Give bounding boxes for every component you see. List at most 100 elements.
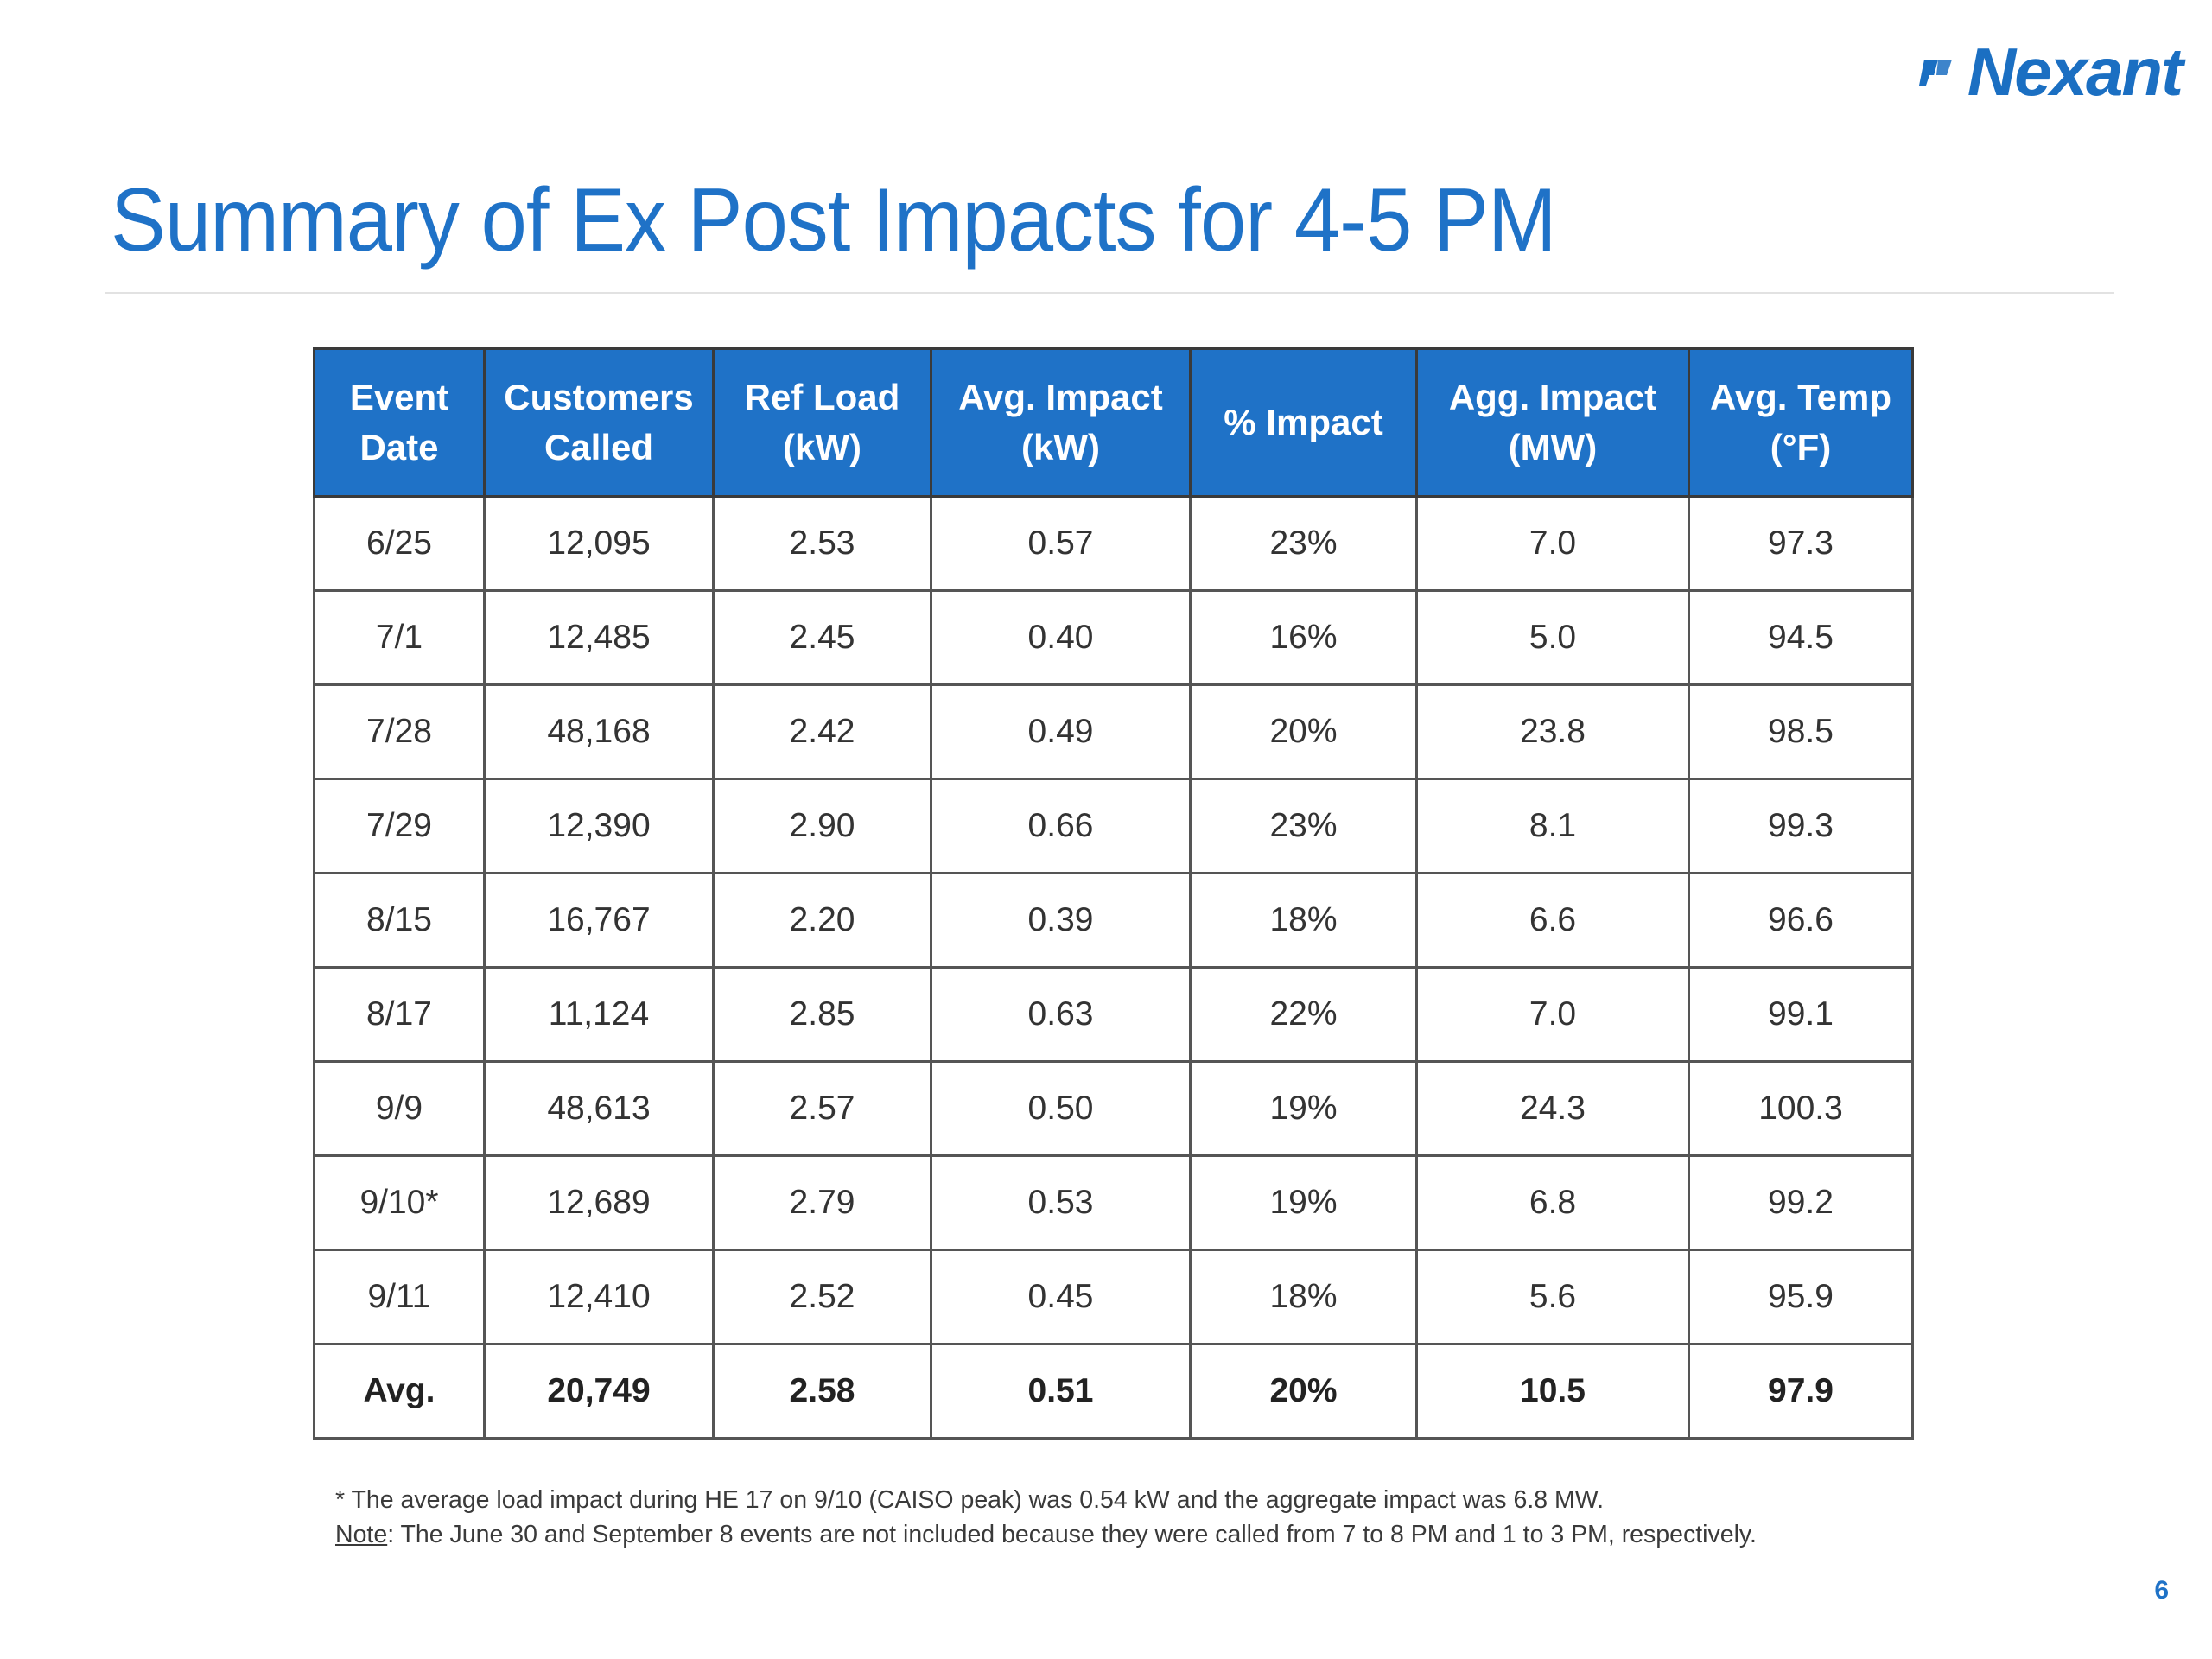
- table-cell: 2.52: [712, 1249, 932, 1345]
- table-cell: 9/9: [313, 1060, 486, 1157]
- table-cell: 19%: [1189, 1154, 1418, 1251]
- column-header: Avg. Impact (kW): [930, 347, 1192, 498]
- table-cell: 9/10*: [313, 1154, 486, 1251]
- table-header: Event Date Customers Called Ref Load (kW) Avg.…: [313, 347, 1914, 498]
- table-cell: 0.66: [930, 778, 1192, 874]
- table-cell: 6/25: [313, 495, 486, 592]
- table-cell: 2.79: [712, 1154, 932, 1251]
- table-cell: 0.39: [930, 872, 1192, 969]
- table-cell: 24.3: [1415, 1060, 1690, 1157]
- table-cell: 5.0: [1415, 589, 1690, 686]
- table-cell: 19%: [1189, 1060, 1418, 1157]
- table-cell: 97.3: [1688, 495, 1914, 592]
- nexant-mark-icon: [1918, 59, 1952, 86]
- summary-row: Avg. 20,749 2.58 0.51 20% 10.5 97.9: [313, 1343, 1914, 1440]
- column-header-line: % Impact: [1224, 402, 1383, 442]
- table-cell: 0.53: [930, 1154, 1192, 1251]
- column-header-line: Called: [543, 427, 654, 467]
- table-cell: 0.63: [930, 966, 1192, 1063]
- summary-cell: 2.58: [712, 1343, 932, 1440]
- table-cell: 99.2: [1688, 1154, 1914, 1251]
- table-cell: 9/11: [313, 1249, 486, 1345]
- impacts-table: Event Date Customers Called Ref Load (kW) Avg.…: [313, 347, 1914, 1440]
- table-cell: 48,168: [483, 683, 715, 780]
- note-label: Note: [335, 1521, 388, 1548]
- table-cell: 2.90: [712, 778, 932, 874]
- table-cell: 2.53: [712, 495, 932, 592]
- table-cell: 2.45: [712, 589, 932, 686]
- table-cell: 20%: [1189, 683, 1418, 780]
- header-row: Event Date Customers Called Ref Load (kW) Avg.…: [313, 347, 1914, 498]
- table-cell: 2.20: [712, 872, 932, 969]
- table-cell: 18%: [1189, 1249, 1418, 1345]
- summary-cell: 10.5: [1415, 1343, 1690, 1440]
- table-row: 7/29 12,390 2.90 0.66 23% 8.1 99.3: [313, 778, 1914, 874]
- column-header: % Impact: [1189, 347, 1418, 498]
- table-cell: 94.5: [1688, 589, 1914, 686]
- footnotes: * The average load impact during HE 17 o…: [335, 1483, 1757, 1552]
- nexant-logo: Nexant: [1912, 33, 2183, 111]
- table-cell: 7.0: [1415, 966, 1690, 1063]
- column-header-line: Agg. Impact: [1448, 377, 1657, 417]
- column-header-line: Avg. Impact: [958, 377, 1163, 417]
- table-cell: 7/29: [313, 778, 486, 874]
- table-cell: 8.1: [1415, 778, 1690, 874]
- table-row: 9/11 12,410 2.52 0.45 18% 5.6 95.9: [313, 1249, 1914, 1345]
- table-row: 8/15 16,767 2.20 0.39 18% 6.6 96.6: [313, 872, 1914, 969]
- table-cell: 12,390: [483, 778, 715, 874]
- table-cell: 7/1: [313, 589, 486, 686]
- table-cell: 12,095: [483, 495, 715, 592]
- table-cell: 100.3: [1688, 1060, 1914, 1157]
- note-text: : The June 30 and September 8 events are…: [387, 1521, 1757, 1548]
- table-cell: 8/15: [313, 872, 486, 969]
- column-header: Ref Load (kW): [712, 347, 932, 498]
- table-cell: 2.57: [712, 1060, 932, 1157]
- table-cell: 6.6: [1415, 872, 1690, 969]
- column-header-line: (°F): [1770, 427, 1832, 467]
- footnote-asterisk: * The average load impact during HE 17 o…: [335, 1486, 1605, 1514]
- table-cell: 5.6: [1415, 1249, 1690, 1345]
- logo-wordmark: Nexant: [1967, 34, 2183, 110]
- table-cell: 6.8: [1415, 1154, 1690, 1251]
- table-row: 8/17 11,124 2.85 0.63 22% 7.0 99.1: [313, 966, 1914, 1063]
- table-cell: 96.6: [1688, 872, 1914, 969]
- table-cell: 98.5: [1688, 683, 1914, 780]
- footnote-note: Note: The June 30 and September 8 events…: [335, 1517, 1757, 1552]
- column-header-line: (MW): [1508, 427, 1598, 467]
- table-cell: 18%: [1189, 872, 1418, 969]
- table-cell: 0.40: [930, 589, 1192, 686]
- summary-cell: 20,749: [483, 1343, 715, 1440]
- summary-cell: 97.9: [1688, 1343, 1914, 1440]
- column-header: Avg. Temp (°F): [1688, 347, 1914, 498]
- table-row: 7/28 48,168 2.42 0.49 20% 23.8 98.5: [313, 683, 1914, 780]
- table-body: 6/25 12,095 2.53 0.57 23% 7.0 97.3 7/1 12,485 2.4…: [313, 495, 1914, 1440]
- column-header-line: (kW): [1021, 427, 1100, 467]
- column-header: Agg. Impact (MW): [1415, 347, 1690, 498]
- table-cell: 0.50: [930, 1060, 1192, 1157]
- table-cell: 8/17: [313, 966, 486, 1063]
- table-row: 6/25 12,095 2.53 0.57 23% 7.0 97.3: [313, 495, 1914, 592]
- summary-cell: 0.51: [930, 1343, 1192, 1440]
- table-cell: 0.57: [930, 495, 1192, 592]
- title-divider: [105, 292, 2114, 294]
- table-row: 9/9 48,613 2.57 0.50 19% 24.3 100.3: [313, 1060, 1914, 1157]
- slide-title: Summary of Ex Post Impacts for 4-5 PM: [111, 170, 1557, 270]
- table-cell: 12,485: [483, 589, 715, 686]
- table-cell: 12,410: [483, 1249, 715, 1345]
- column-header-line: Customers: [504, 377, 694, 417]
- table-cell: 48,613: [483, 1060, 715, 1157]
- page-number: 6: [2154, 1576, 2169, 1605]
- table-cell: 11,124: [483, 966, 715, 1063]
- table-cell: 7.0: [1415, 495, 1690, 592]
- table-row: 9/10* 12,689 2.79 0.53 19% 6.8 99.2: [313, 1154, 1914, 1251]
- table-cell: 0.45: [930, 1249, 1192, 1345]
- table-cell: 23.8: [1415, 683, 1690, 780]
- column-header: Customers Called: [483, 347, 715, 498]
- table-cell: 7/28: [313, 683, 486, 780]
- table-cell: 0.49: [930, 683, 1192, 780]
- column-header-line: Event: [349, 377, 449, 417]
- column-header-line: Ref Load: [744, 377, 900, 417]
- table-row: 7/1 12,485 2.45 0.40 16% 5.0 94.5: [313, 589, 1914, 686]
- column-header-line: Avg. Temp: [1709, 377, 1892, 417]
- table-cell: 2.85: [712, 966, 932, 1063]
